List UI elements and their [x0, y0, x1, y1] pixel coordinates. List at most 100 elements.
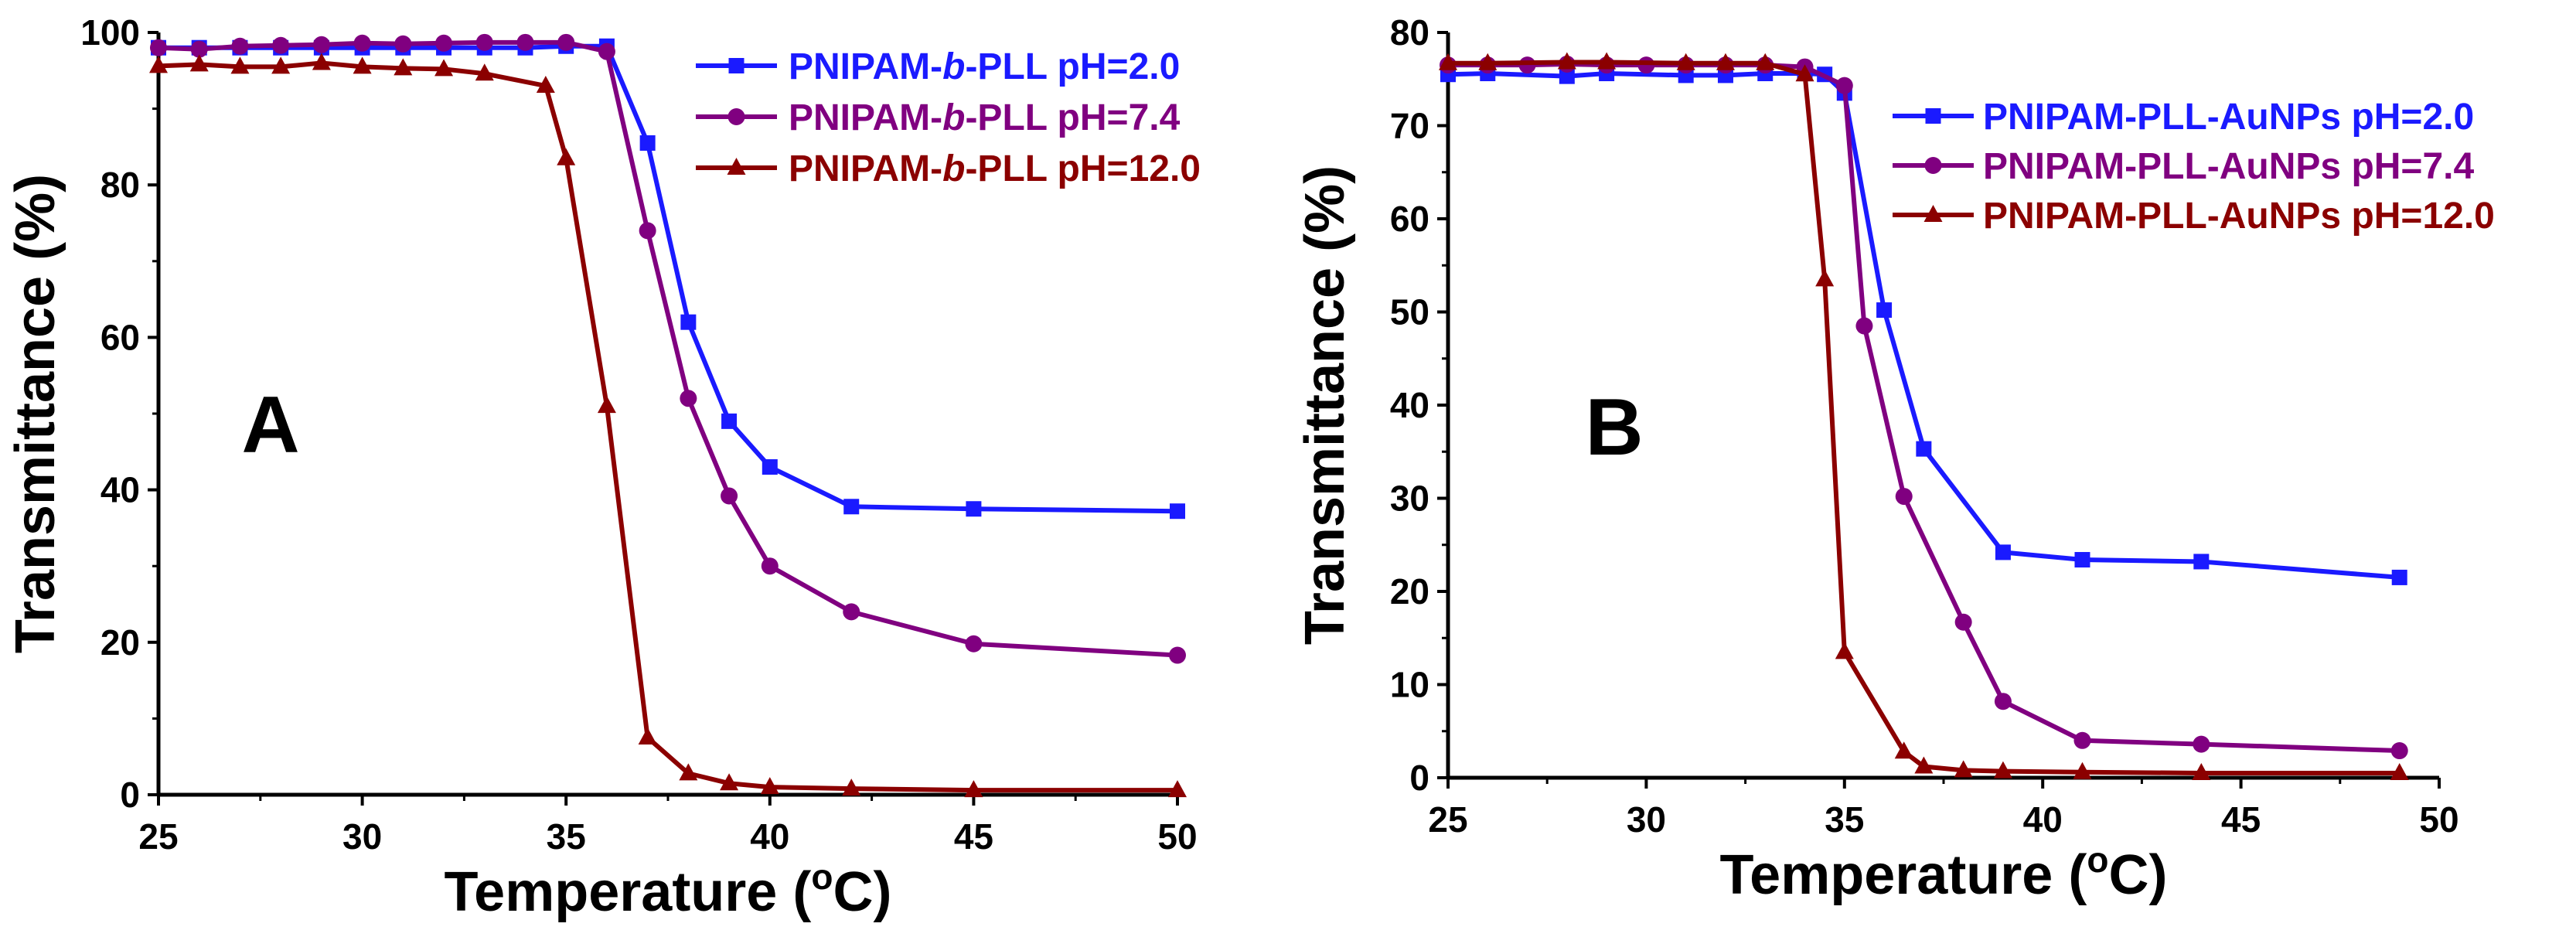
data-point: [1557, 52, 1576, 70]
legend-label: PNIPAM-PLL-AuNPs pH=7.4: [1983, 146, 2474, 187]
data-point: [1895, 488, 1913, 506]
data-point: [1170, 503, 1185, 520]
panel-letter: A: [241, 380, 299, 470]
data-point: [434, 59, 454, 77]
data-point: [1855, 317, 1873, 335]
data-point: [2073, 762, 2092, 779]
data-point: [2192, 762, 2211, 780]
data-point: [475, 33, 493, 51]
data-point: [721, 413, 738, 429]
data-point: [1168, 780, 1187, 798]
legend-entry: PNIPAM-PLL-AuNPs pH=2.0: [1893, 97, 2474, 138]
data-point: [1815, 269, 1835, 287]
data-point: [720, 773, 739, 791]
data-point: [1916, 441, 1932, 457]
legend-marker: [727, 108, 745, 125]
data-point: [843, 603, 860, 621]
data-point: [516, 33, 534, 51]
data-point: [597, 396, 616, 414]
y-tick-label: 0: [120, 775, 140, 815]
x-tick-label: 25: [1428, 799, 1467, 840]
data-point: [842, 779, 861, 796]
data-point: [964, 780, 983, 798]
data-point: [150, 39, 167, 56]
x-tick-label: 30: [342, 816, 382, 857]
y-tick-label: 0: [1409, 758, 1429, 798]
data-point: [1716, 53, 1735, 70]
legend-label: PNIPAM-b-PLL pH=12.0: [789, 148, 1201, 189]
data-point: [312, 36, 330, 53]
data-point: [231, 37, 249, 55]
data-point: [680, 390, 697, 407]
legend-marker: [728, 58, 745, 73]
data-point: [1994, 693, 2012, 710]
y-tick-label: 100: [80, 12, 140, 53]
y-tick-label: 30: [1390, 479, 1429, 519]
legend-label: PNIPAM-b-PLL pH=7.4: [789, 97, 1181, 138]
data-point: [1993, 761, 2012, 779]
data-point: [189, 54, 209, 72]
data-point: [312, 53, 331, 70]
data-point: [966, 501, 982, 517]
y-tick-label: 40: [101, 470, 140, 510]
series-triangle: [1439, 52, 2409, 780]
data-point: [394, 58, 413, 76]
data-point: [271, 56, 291, 74]
legend-entry: PNIPAM-b-PLL pH=12.0: [696, 148, 1201, 189]
y-tick-label: 80: [101, 165, 140, 205]
data-point: [679, 763, 698, 781]
data-point: [1954, 760, 1973, 778]
data-point: [1597, 52, 1617, 70]
data-point: [1954, 613, 1972, 631]
data-point: [1439, 53, 1457, 70]
x-tick-label: 30: [1627, 799, 1666, 840]
data-point: [190, 40, 208, 58]
data-point: [353, 34, 371, 52]
data-point: [965, 635, 983, 652]
x-tick-label: 45: [2221, 799, 2261, 840]
data-point: [1995, 544, 2011, 560]
y-tick-label: 60: [101, 317, 140, 357]
series-square: [1440, 66, 2407, 585]
data-point: [1559, 68, 1575, 84]
data-point: [639, 135, 656, 151]
series-triangle: [149, 53, 1187, 798]
y-axis-title: Transmittance (%): [1294, 165, 1356, 645]
data-point: [2073, 731, 2091, 749]
data-point: [557, 33, 575, 51]
data-point: [2074, 552, 2090, 568]
data-point: [1756, 53, 1775, 70]
data-point: [2193, 735, 2210, 753]
legend-marker: [1925, 108, 1941, 124]
x-tick-label: 50: [1157, 816, 1197, 857]
data-point: [435, 34, 453, 52]
data-point: [1676, 53, 1695, 70]
legend-entry: PNIPAM-b-PLL pH=2.0: [696, 46, 1180, 87]
data-point: [639, 222, 656, 240]
legend-entry: PNIPAM-b-PLL pH=7.4: [696, 97, 1181, 138]
data-point: [1894, 741, 1913, 759]
legend-label: PNIPAM-PLL-AuNPs pH=2.0: [1983, 97, 2474, 138]
data-point: [2390, 762, 2409, 780]
data-point: [2390, 742, 2408, 760]
legend-marker: [1924, 157, 1942, 174]
y-tick-label: 10: [1390, 665, 1429, 705]
data-point: [475, 63, 494, 81]
data-point: [557, 148, 576, 165]
x-tick-label: 35: [547, 816, 586, 857]
chart-panel-b: 25 30 35 40 45 50 0 10 20 30 40 50 60 70 80 Temperature…: [1294, 12, 2495, 906]
data-point: [1795, 64, 1814, 82]
x-tick-label: 40: [750, 816, 789, 857]
data-point: [149, 56, 168, 73]
chart-panel-a: 25 30 35 40 45 50 0 20 40 60 80 100 Temperature (oC)…: [5, 12, 1201, 923]
legend-label: PNIPAM-b-PLL pH=2.0: [789, 46, 1180, 87]
x-tick-label: 25: [138, 816, 178, 857]
data-point: [230, 56, 250, 74]
data-point: [272, 36, 290, 54]
legend-marker: [1923, 205, 1943, 222]
data-point: [353, 56, 372, 74]
data-point: [1169, 646, 1186, 664]
y-tick-label: 20: [101, 622, 140, 663]
data-point: [1914, 756, 1934, 774]
x-axis-title: Temperature (oC): [445, 857, 892, 923]
